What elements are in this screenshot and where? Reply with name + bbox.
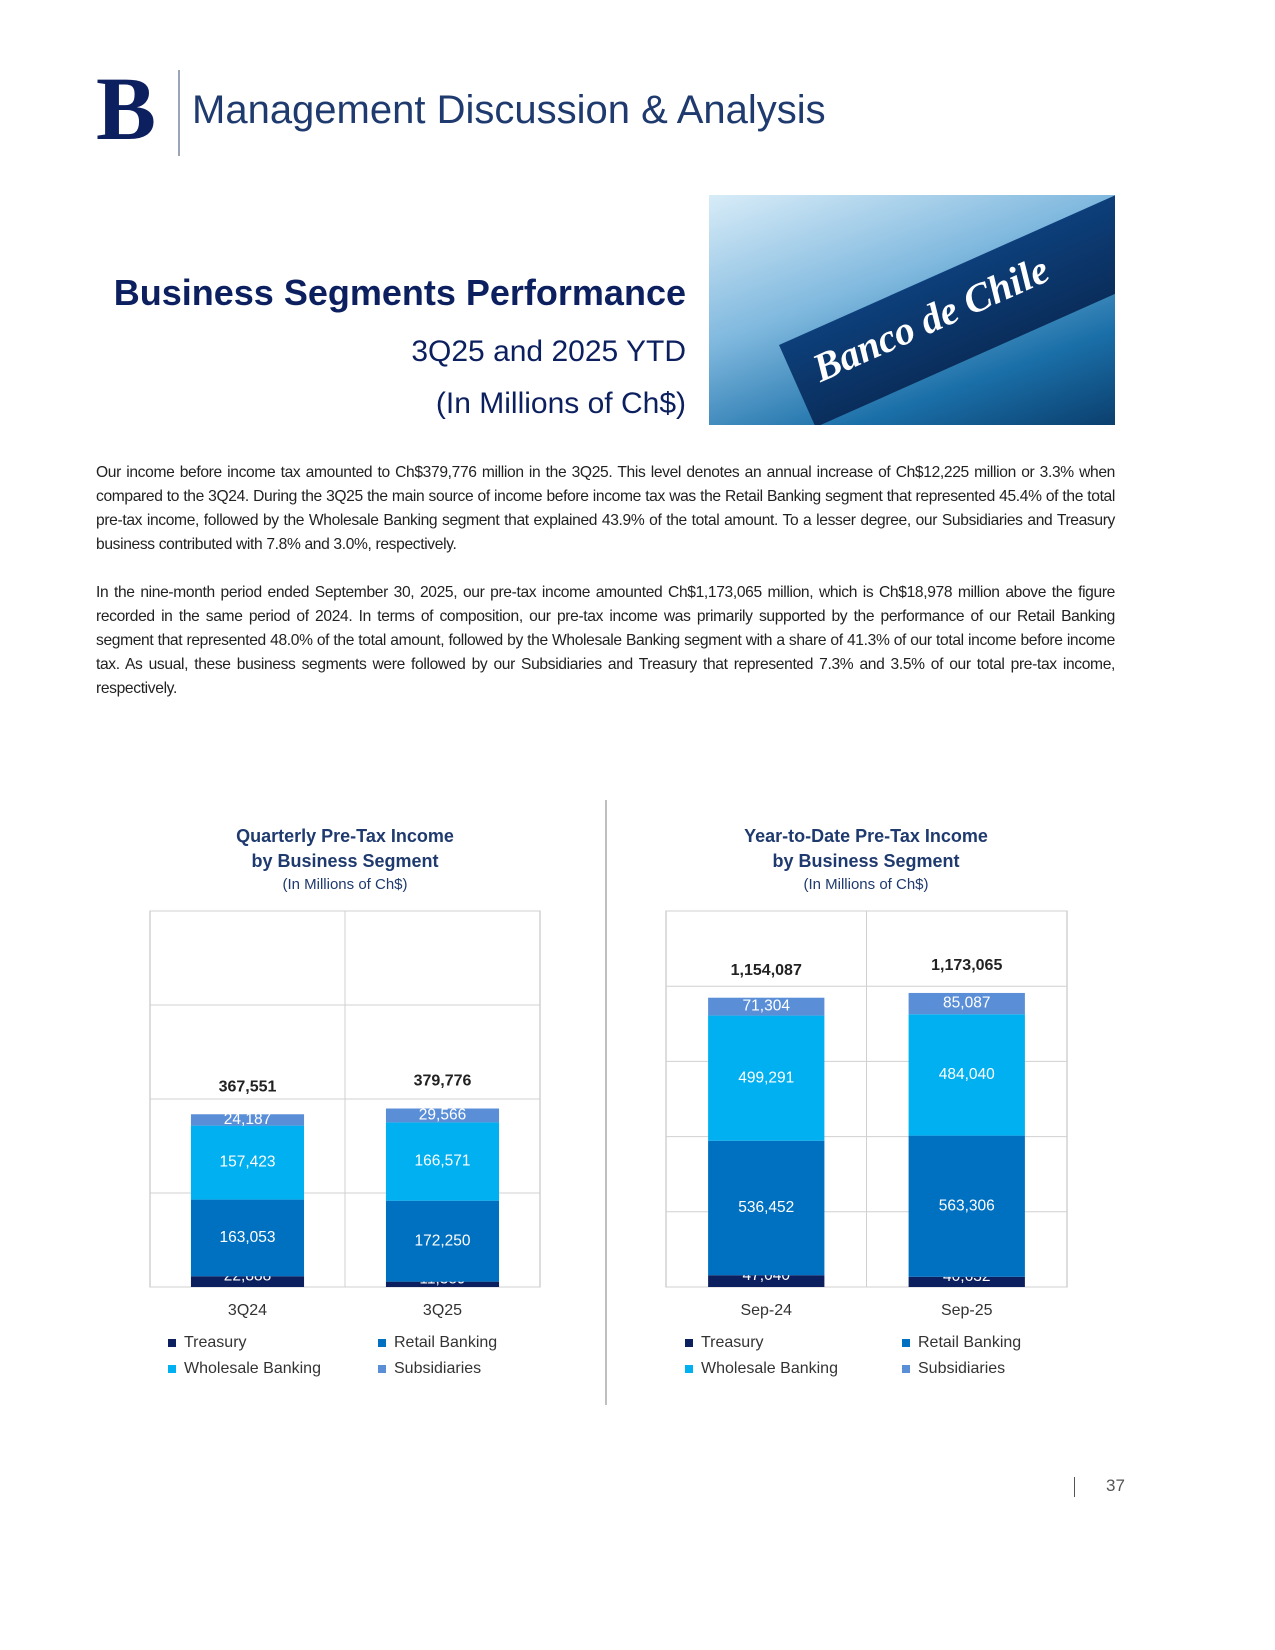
legend-swatch [378, 1339, 386, 1347]
legend-label: Subsidiaries [394, 1360, 481, 1377]
legend-swatch [685, 1339, 693, 1347]
photo: Banco de Chile [709, 195, 1115, 425]
bar-segment [385, 1281, 500, 1287]
section-title: Business Segments Performance [113, 272, 686, 313]
data-label: 163,053 [219, 1229, 275, 1246]
chart-title: Quarterly Pre-Tax Income [236, 826, 454, 846]
data-label: 166,571 [414, 1153, 470, 1170]
bar-segment [190, 1199, 305, 1277]
body-text: Our income before income tax amounted to… [96, 461, 1115, 725]
page-number-divider [1074, 1477, 1075, 1497]
bar-segment [708, 1015, 825, 1141]
data-label: 85,087 [943, 995, 990, 1012]
x-tick-label: 3Q25 [423, 1302, 462, 1319]
legend-swatch [168, 1339, 176, 1347]
total-label: 1,173,065 [931, 957, 1002, 974]
logo: B [96, 60, 157, 159]
legend-swatch [685, 1365, 693, 1373]
data-label: 172,250 [414, 1232, 470, 1249]
chart-subtitle: (In Millions of Ch$) [282, 876, 407, 893]
chart-title: Year-to-Date Pre-Tax Income [744, 826, 988, 846]
legend-label: Subsidiaries [918, 1360, 1005, 1377]
paragraph: In the nine-month period ended September… [96, 584, 1115, 697]
data-label: 157,423 [219, 1154, 275, 1171]
x-tick-label: Sep-24 [740, 1302, 792, 1319]
data-label: 499,291 [738, 1069, 794, 1086]
page-number: 37 [1106, 1476, 1125, 1495]
bar-segment [190, 1276, 305, 1287]
bar-segment [908, 992, 1025, 1015]
bar-segment [385, 1200, 500, 1282]
chart-title: by Business Segment [772, 851, 959, 871]
data-label: 536,452 [738, 1199, 794, 1216]
bar-segment [190, 1125, 305, 1200]
total-label: 379,776 [414, 1073, 472, 1090]
header-divider [178, 70, 180, 156]
bar-segment [385, 1122, 500, 1201]
legend-swatch [902, 1365, 910, 1373]
total-label: 1,154,087 [731, 962, 802, 979]
data-label: 71,304 [743, 998, 791, 1015]
x-tick-label: 3Q24 [228, 1302, 267, 1319]
bar-segment [708, 997, 825, 1016]
legend-label: Treasury [701, 1334, 764, 1351]
x-tick-label: Sep-25 [941, 1302, 993, 1319]
data-label: 563,306 [939, 1197, 995, 1214]
page-title: Management Discussion & Analysis [192, 88, 826, 132]
legend-swatch [378, 1365, 386, 1373]
bar-segment [190, 1114, 305, 1126]
chart-title: by Business Segment [251, 851, 438, 871]
data-label: 484,040 [939, 1066, 995, 1083]
data-label: 29,566 [419, 1107, 466, 1124]
charts: Quarterly Pre-Tax Income by Business Segm… [149, 800, 1068, 1405]
legend-label: Treasury [184, 1334, 247, 1351]
bar-segment [908, 1014, 1025, 1136]
legend-label: Wholesale Banking [184, 1360, 321, 1377]
legend-label: Wholesale Banking [701, 1360, 838, 1377]
bar-segment [708, 1275, 825, 1287]
legend-swatch [168, 1365, 176, 1373]
total-label: 367,551 [219, 1078, 277, 1095]
bar-segment [908, 1276, 1025, 1287]
section-subtitle: 3Q25 and 2025 YTD [411, 335, 686, 368]
bar-segment [908, 1135, 1025, 1277]
section-subtitle: (In Millions of Ch$) [435, 387, 686, 420]
legend-swatch [902, 1339, 910, 1347]
bar-segment [708, 1140, 825, 1276]
legend-label: Retail Banking [394, 1334, 497, 1351]
chart-subtitle: (In Millions of Ch$) [803, 876, 928, 893]
data-label: 24,187 [224, 1111, 271, 1128]
paragraph: Our income before income tax amounted to… [96, 464, 1115, 553]
bar-segment [385, 1108, 500, 1123]
legend-label: Retail Banking [918, 1334, 1021, 1351]
